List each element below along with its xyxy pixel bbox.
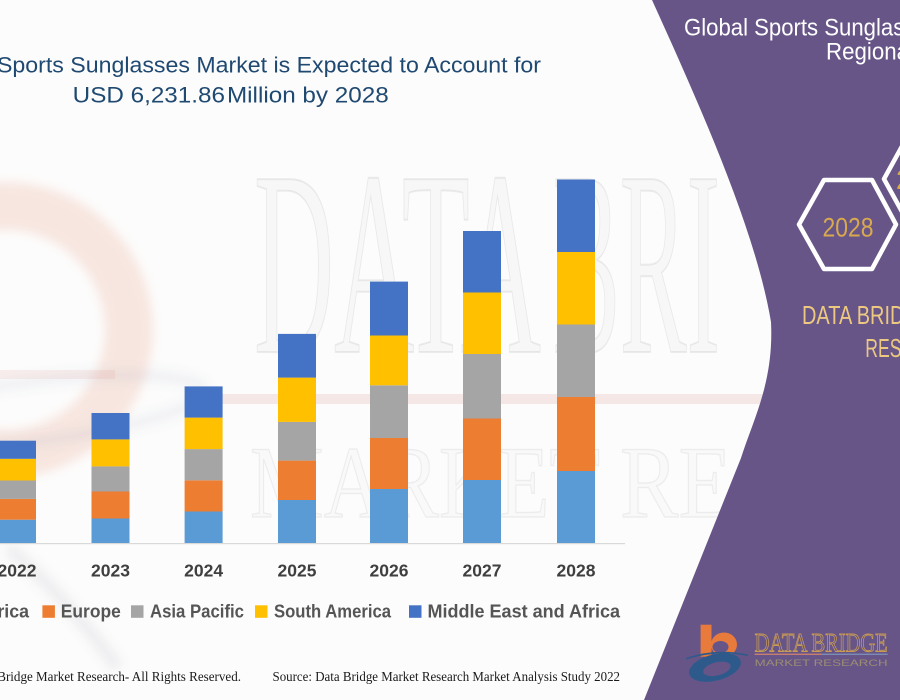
svg-text:Sports Sunglasses Market is Ex: Sports Sunglasses Market is Expected to … — [0, 53, 541, 78]
svg-text:2028: 2028 — [557, 561, 596, 581]
svg-text:2024: 2024 — [184, 561, 223, 581]
svg-text:Regional: Regional — [826, 38, 900, 65]
svg-text:DATA BRIDGE: DATA BRIDGE — [755, 629, 888, 658]
svg-text:RESEARCH: RESEARCH — [865, 333, 900, 363]
svg-text:RE: RE — [620, 426, 732, 540]
svg-text:Asia Pacific: Asia Pacific — [150, 602, 244, 622]
svg-text:DATA BRIDGE MARKET: DATA BRIDGE MARKET — [802, 300, 900, 330]
svg-text:Source: Data Bridge Market Res: Source: Data Bridge Market Research Mark… — [273, 670, 621, 685]
svg-text:2: 2 — [896, 164, 900, 195]
svg-text:Europe: Europe — [61, 602, 121, 622]
svg-text:©2022 Data Bridge Market Resea: ©2022 Data Bridge Market Research- All R… — [0, 670, 241, 685]
svg-text:South America: South America — [274, 602, 392, 622]
svg-text:Middle East and Africa: Middle East and Africa — [428, 602, 621, 622]
svg-text:2027: 2027 — [463, 561, 502, 581]
svg-text:MARKET RESEARCH: MARKET RESEARCH — [755, 658, 888, 669]
svg-text:USD 6,231.86 Million by 2028: USD 6,231.86 Million by 2028 — [73, 83, 389, 108]
svg-text:2026: 2026 — [370, 561, 409, 581]
svg-text:2022: 2022 — [0, 561, 37, 581]
svg-text:2025: 2025 — [278, 561, 317, 581]
svg-text:2028: 2028 — [823, 213, 874, 243]
svg-text:2023: 2023 — [91, 561, 130, 581]
svg-text:North America: North America — [0, 602, 30, 622]
svg-text:Global Sports Sunglasses Marke: Global Sports Sunglasses Market, By Regi… — [684, 14, 900, 41]
